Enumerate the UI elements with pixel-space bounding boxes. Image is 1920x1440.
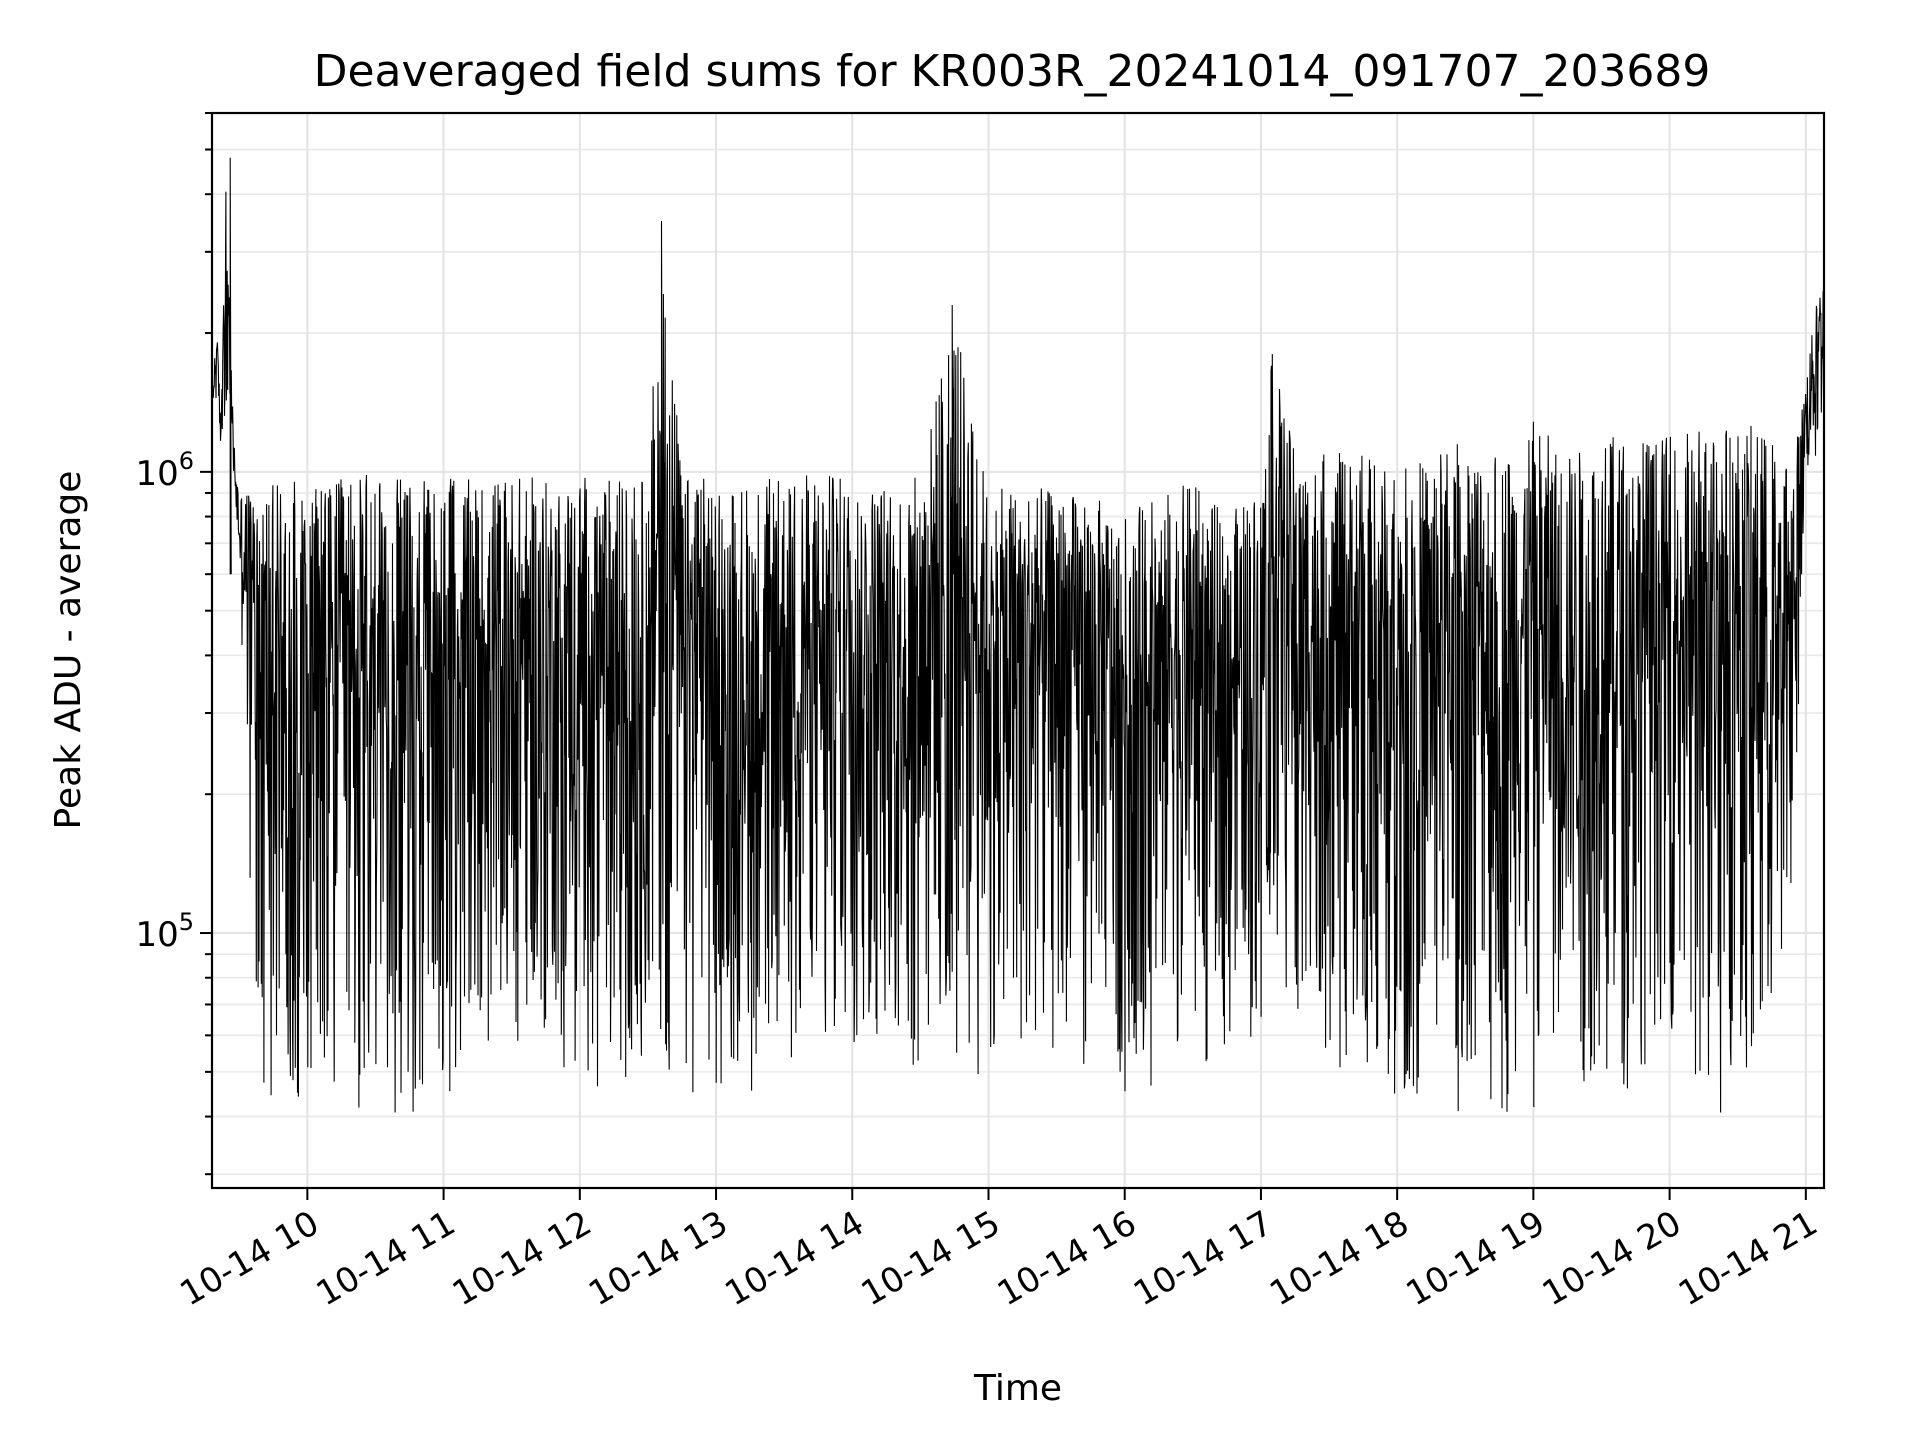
x-tick-label: 10-14 18 (1263, 1203, 1415, 1314)
chart-title: Deaveraged field sums for KR003R_2024101… (314, 46, 1711, 97)
x-tick-label: 10-14 14 (718, 1203, 870, 1314)
x-tick-label: 10-14 11 (310, 1203, 462, 1314)
x-tick-label: 10-14 21 (1672, 1203, 1824, 1314)
y-tick-label: 106 (135, 447, 194, 494)
x-tick-label: 10-14 12 (446, 1203, 598, 1314)
x-tick-label: 10-14 17 (1127, 1203, 1279, 1314)
y-axis-label: Peak ADU - average (48, 471, 89, 830)
y-tick-label: 105 (135, 908, 194, 955)
y-axis: 105 106 (135, 112, 212, 1176)
x-tick-label: 10-14 15 (855, 1203, 1007, 1314)
x-tick-label: 10-14 13 (582, 1203, 734, 1314)
x-tick-label: 10-14 20 (1536, 1203, 1688, 1314)
series-line (211, 157, 1825, 1113)
plot-frame (210, 111, 1826, 1190)
x-tick-label: 10-14 10 (173, 1203, 325, 1314)
x-tick-label: 10-14 16 (991, 1203, 1143, 1314)
x-tick-label: 10-14 19 (1399, 1203, 1551, 1314)
x-axis-label: Time (973, 1368, 1062, 1409)
